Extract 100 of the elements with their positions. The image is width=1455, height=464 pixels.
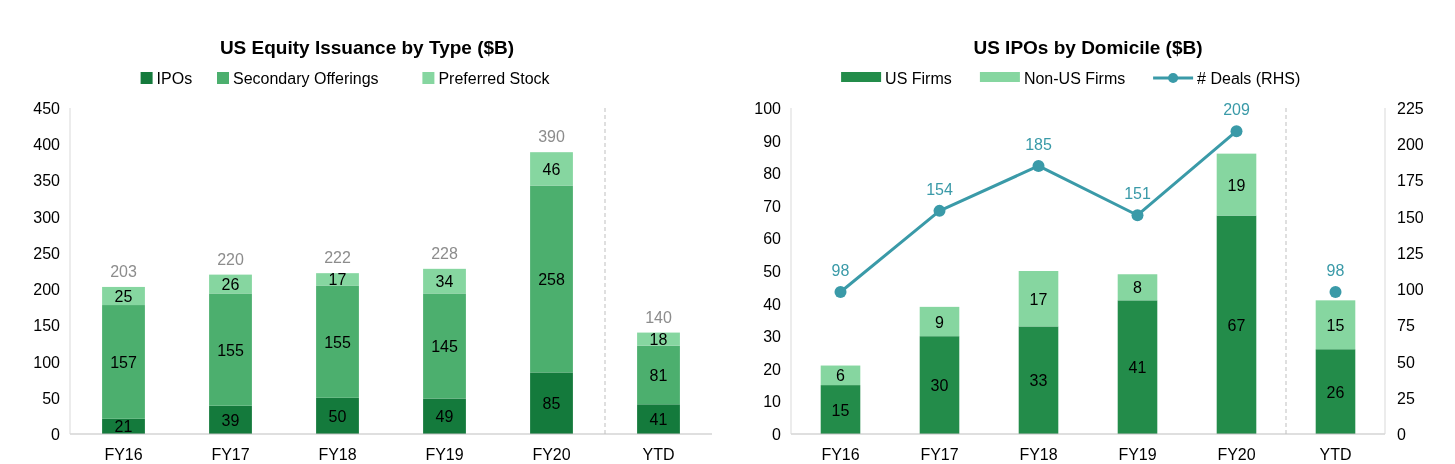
bar [820,385,861,434]
x-tick-label: FY19 [425,446,464,463]
bar [637,345,680,405]
legend-label: Non-US Firms [1023,70,1126,87]
y-tick-label: 150 [33,317,61,335]
data-label: 81 [649,366,668,384]
data-label: 41 [1128,359,1147,377]
y2-tick-label: 0 [1397,426,1406,443]
y2-tick-label: 25 [1397,389,1415,407]
y-tick-label: 80 [763,165,782,183]
y-tick-label: 50 [42,389,61,407]
y2-tick-label: 175 [1397,172,1424,190]
y-tick-label: 30 [763,328,782,346]
y-tick-label: 40 [763,295,782,313]
data-label: 26 [221,276,240,294]
data-label: 155 [324,333,351,351]
y-tick-label: 250 [33,244,61,262]
y-tick-label: 60 [763,230,782,248]
x-tick-label: FY16 [821,446,860,463]
data-label: 67 [1227,316,1246,334]
bar [530,185,573,373]
data-label: 155 [217,341,244,359]
legend-label: Secondary Offerings [233,70,379,87]
y-tick-label: 200 [33,281,61,299]
y-tick-label: 450 [33,100,61,117]
bar [423,293,466,399]
data-label: 8 [1133,279,1143,297]
bar [316,285,359,398]
y2-tick-label: 225 [1397,100,1424,117]
data-label: 185 [1025,135,1052,153]
y2-tick-label: 125 [1397,244,1424,262]
data-label: 49 [435,408,454,426]
data-label: 17 [1029,290,1048,308]
data-label: 46 [542,160,561,178]
y-tick-label: 70 [763,197,782,215]
data-label: 154 [926,180,953,198]
data-label: 26 [1326,383,1345,401]
total-label: 228 [431,244,458,262]
data-label: 15 [831,401,850,419]
data-label: 25 [114,287,133,305]
data-label: 19 [1227,176,1246,194]
bar [530,372,573,434]
data-label: 18 [649,331,668,349]
bar [637,404,680,434]
bar [530,152,573,186]
chart-title: US Equity Issuance by Type ($B) [219,37,515,58]
bar [1315,300,1356,350]
y2-tick-label: 200 [1397,136,1424,154]
point [1329,286,1342,299]
bar [1117,300,1158,434]
y2-tick-label: 100 [1397,281,1424,299]
data-label: 17 [328,271,347,289]
total-label: 222 [324,249,351,267]
data-label: 98 [831,262,850,280]
data-label: 21 [114,418,133,436]
data-label: 33 [1029,372,1048,390]
y-tick-label: 100 [33,353,61,371]
x-tick-label: FY19 [1118,446,1157,463]
data-label: 15 [1326,316,1345,334]
bar [919,306,960,337]
data-label: 30 [930,377,949,395]
x-tick-label: FY17 [920,446,959,463]
data-label: 209 [1223,101,1250,119]
data-label: 85 [542,395,561,413]
data-label: 157 [110,353,137,371]
x-tick-label: FY16 [104,446,143,463]
y-tick-label: 400 [33,136,61,154]
legend-label: Preferred Stock [438,70,551,87]
point [933,204,946,217]
x-tick-label: FY20 [1217,446,1256,463]
point [1131,209,1144,222]
y-tick-label: 90 [763,132,782,150]
x-tick-label: YTD [1319,446,1352,463]
chart-title: US IPOs by Domicile ($B) [973,37,1203,58]
total-label: 203 [110,262,137,280]
legend-label: IPOs [156,70,193,87]
data-label: 258 [538,270,565,288]
y-tick-label: 50 [763,263,782,280]
bar [1018,271,1059,327]
data-label: 39 [221,411,240,429]
data-label: 34 [435,273,454,291]
total-label: 390 [538,128,565,146]
legend-label: US Firms [885,70,952,87]
bar [102,305,145,419]
x-tick-label: FY20 [532,446,571,463]
data-label: 6 [836,367,846,385]
legend-label: # Deals (RHS) [1197,70,1301,87]
y2-tick-label: 75 [1397,317,1415,335]
y-tick-label: 10 [763,393,782,411]
bar [1315,349,1356,434]
y-tick-label: 0 [772,426,782,443]
bar [1117,274,1158,301]
data-label: 50 [328,407,347,425]
total-label: 140 [645,308,672,326]
total-label: 220 [217,250,244,268]
data-label: 151 [1124,185,1151,203]
bar [919,336,960,434]
data-label: 41 [649,411,668,429]
y-tick-label: 100 [754,100,782,117]
x-tick-label: YTD [642,446,675,463]
